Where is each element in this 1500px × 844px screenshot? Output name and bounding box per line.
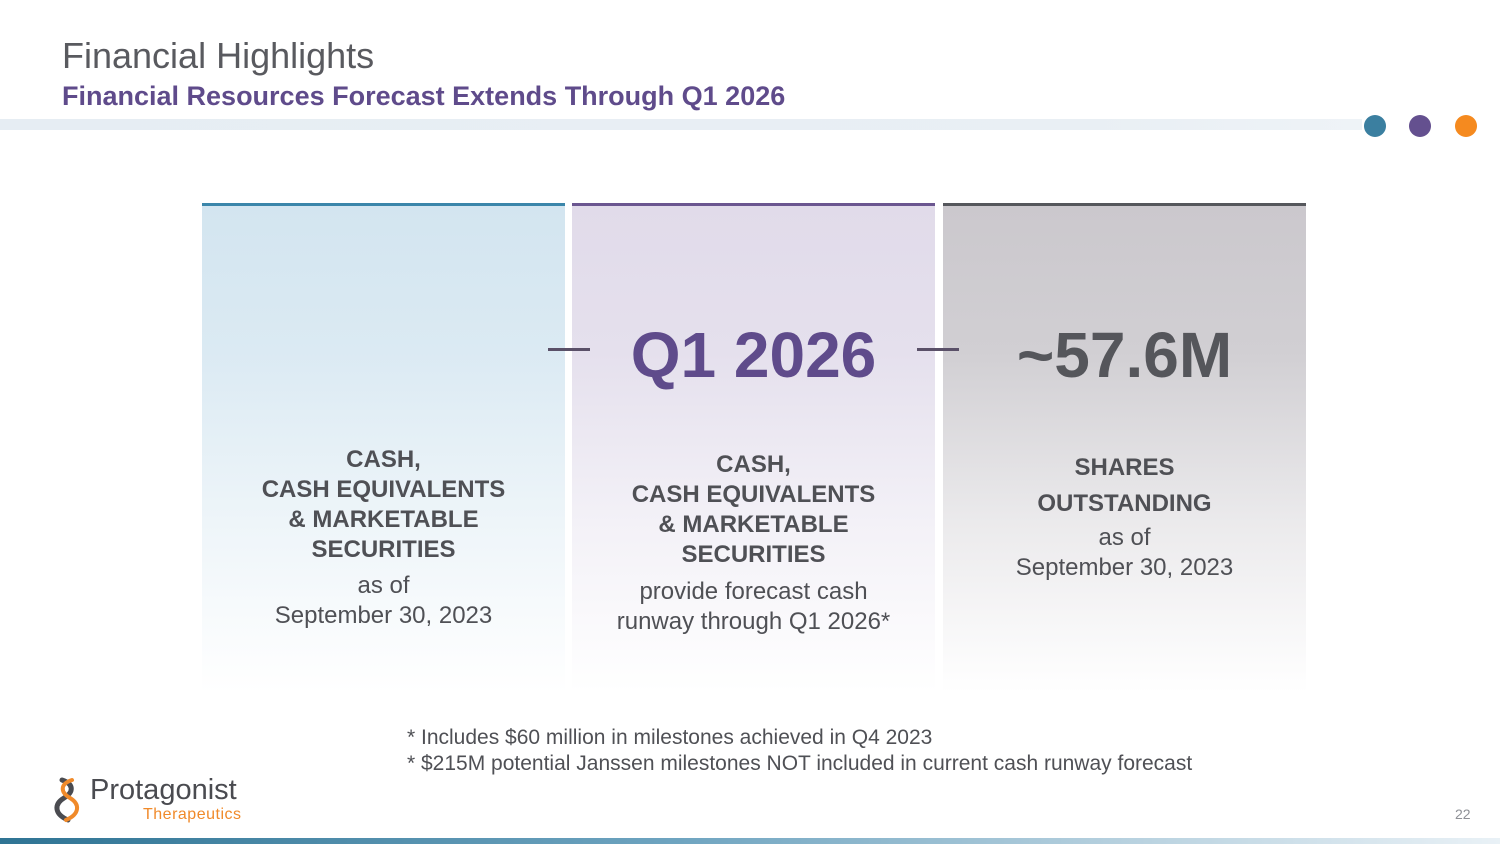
shares-label: SHARES OUTSTANDING	[943, 450, 1306, 522]
cash-date-line: as of	[357, 572, 410, 599]
runway-label-line: SECURITIES	[681, 541, 826, 568]
shares-date: as of September 30, 2023	[943, 523, 1306, 583]
cash-date-line: September 30, 2023	[274, 602, 493, 629]
runway-value: Q1 2026	[630, 319, 877, 391]
runway-card: Q1 2026 CASH, CASH EQUIVALENTS & MARKETA…	[572, 203, 935, 693]
page-subtitle: Financial Resources Forecast Extends Thr…	[62, 81, 786, 111]
logo-name: Protagonist	[90, 774, 237, 806]
shares-label-line: SHARES	[1074, 454, 1175, 481]
orange-dot-icon	[1455, 115, 1477, 137]
runway-description-line: runway through Q1 2026*	[616, 608, 891, 635]
shares-value: ~57.6M	[1016, 319, 1233, 391]
runway-label-line: CASH EQUIVALENTS	[631, 481, 876, 508]
company-logo: Protagonist Therapeutics	[48, 774, 258, 826]
footnote: * Includes $60 million in milestones ach…	[407, 726, 933, 749]
runway-label-line: & MARKETABLE	[658, 511, 849, 538]
shares-label-line: OUTSTANDING	[1037, 490, 1212, 517]
cash-label-line: CASH EQUIVALENTS	[261, 476, 506, 503]
cash-label-line: CASH,	[346, 446, 421, 473]
cash-label-line: SECURITIES	[311, 536, 456, 563]
cash-label-line: & MARKETABLE	[288, 506, 479, 533]
purple-dot-icon	[1409, 115, 1431, 137]
header-rule	[0, 119, 1362, 130]
helix-logo-icon	[54, 777, 79, 823]
teal-dot-icon	[1364, 115, 1386, 137]
runway-description-line: provide forecast cash	[639, 578, 868, 605]
runway-label-line: CASH,	[716, 451, 791, 478]
bottom-accent-bar	[0, 838, 1500, 844]
shares-date-line: as of	[1098, 524, 1151, 551]
dash-divider	[917, 348, 959, 351]
footnote: * $215M potential Janssen milestones NOT…	[407, 752, 1193, 775]
cash-date: as of September 30, 2023	[202, 571, 565, 631]
runway-description: provide forecast cash runway through Q1 …	[572, 577, 935, 637]
cash-label: CASH, CASH EQUIVALENTS & MARKETABLE SECU…	[202, 445, 565, 565]
page-title: Financial Highlights	[62, 35, 375, 76]
runway-label: CASH, CASH EQUIVALENTS & MARKETABLE SECU…	[572, 450, 935, 570]
dash-divider	[548, 348, 590, 351]
page-number: 22	[1455, 806, 1471, 822]
shares-card: ~57.6M SHARES OUTSTANDING as of Septembe…	[943, 203, 1306, 693]
shares-date-line: September 30, 2023	[1015, 554, 1234, 581]
logo-tagline: Therapeutics	[143, 806, 242, 823]
cash-card: CASH, CASH EQUIVALENTS & MARKETABLE SECU…	[202, 203, 565, 693]
